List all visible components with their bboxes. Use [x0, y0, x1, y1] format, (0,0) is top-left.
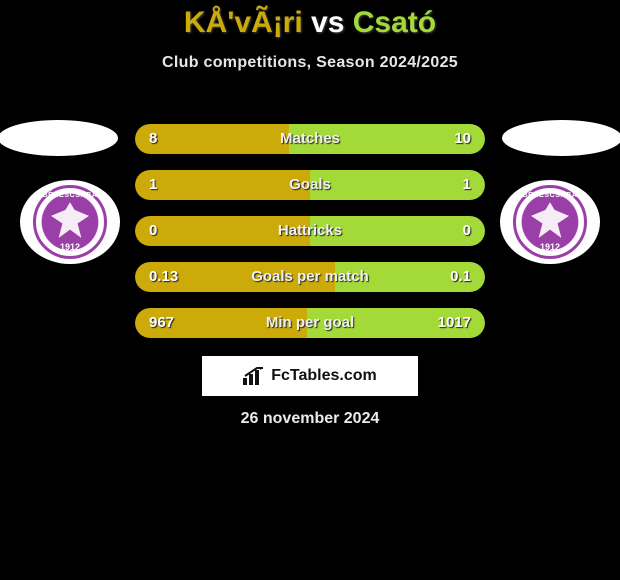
stat-bar: Goals per match0.13 0.1	[135, 262, 485, 292]
stat-value-player2: 0.1	[450, 262, 471, 292]
crest-top-text: BÉKÉSCSABA	[36, 192, 104, 199]
stat-label: Min per goal	[135, 308, 485, 338]
stat-value-player2: 1017	[438, 308, 471, 338]
stat-bars: Matches8 10 Goals1 1 Hattricks0 0 Goals per ma…	[135, 124, 485, 354]
stat-value-player1: 967	[149, 308, 174, 338]
stat-value-player1: 0.13	[149, 262, 178, 292]
crest-top-text: BÉKÉSCSABA	[516, 192, 584, 199]
comparison-card: KÅ'vÃ¡ri vs Csató Club competitions, Sea…	[0, 0, 620, 580]
crest-year: 1912	[36, 242, 104, 252]
subtitle: Club competitions, Season 2024/2025	[0, 54, 620, 72]
stat-bar: Matches8 10	[135, 124, 485, 154]
player1-name: KÅ'vÃ¡ri	[184, 6, 303, 39]
player1-club-badge: BÉKÉSCSABA 1912	[20, 180, 120, 264]
stat-label: Hattricks	[135, 216, 485, 246]
page-title: KÅ'vÃ¡ri vs Csató	[0, 0, 620, 40]
stat-label: Goals per match	[135, 262, 485, 292]
brand-box: FcTables.com	[202, 356, 418, 396]
stat-label: Matches	[135, 124, 485, 154]
club-crest-icon: BÉKÉSCSABA 1912	[513, 185, 587, 259]
stat-value-player1: 0	[149, 216, 157, 246]
brand-text: FcTables.com	[271, 367, 377, 385]
stat-bar: Min per goal967 1017	[135, 308, 485, 338]
player2-club-badge: BÉKÉSCSABA 1912	[500, 180, 600, 264]
player1-ellipse	[0, 120, 118, 156]
stat-bar: Goals1 1	[135, 170, 485, 200]
stat-label: Goals	[135, 170, 485, 200]
stat-bar: Hattricks0 0	[135, 216, 485, 246]
stat-value-player2: 10	[454, 124, 471, 154]
stat-value-player2: 0	[463, 216, 471, 246]
club-crest-icon: BÉKÉSCSABA 1912	[33, 185, 107, 259]
stat-value-player2: 1	[463, 170, 471, 200]
player2-ellipse	[502, 120, 620, 156]
vs-text: vs	[311, 6, 344, 39]
stat-value-player1: 8	[149, 124, 157, 154]
crest-year: 1912	[516, 242, 584, 252]
player2-name: Csató	[353, 6, 436, 39]
bar-chart-icon	[243, 367, 265, 385]
date-text: 26 november 2024	[0, 410, 620, 428]
stat-value-player1: 1	[149, 170, 157, 200]
